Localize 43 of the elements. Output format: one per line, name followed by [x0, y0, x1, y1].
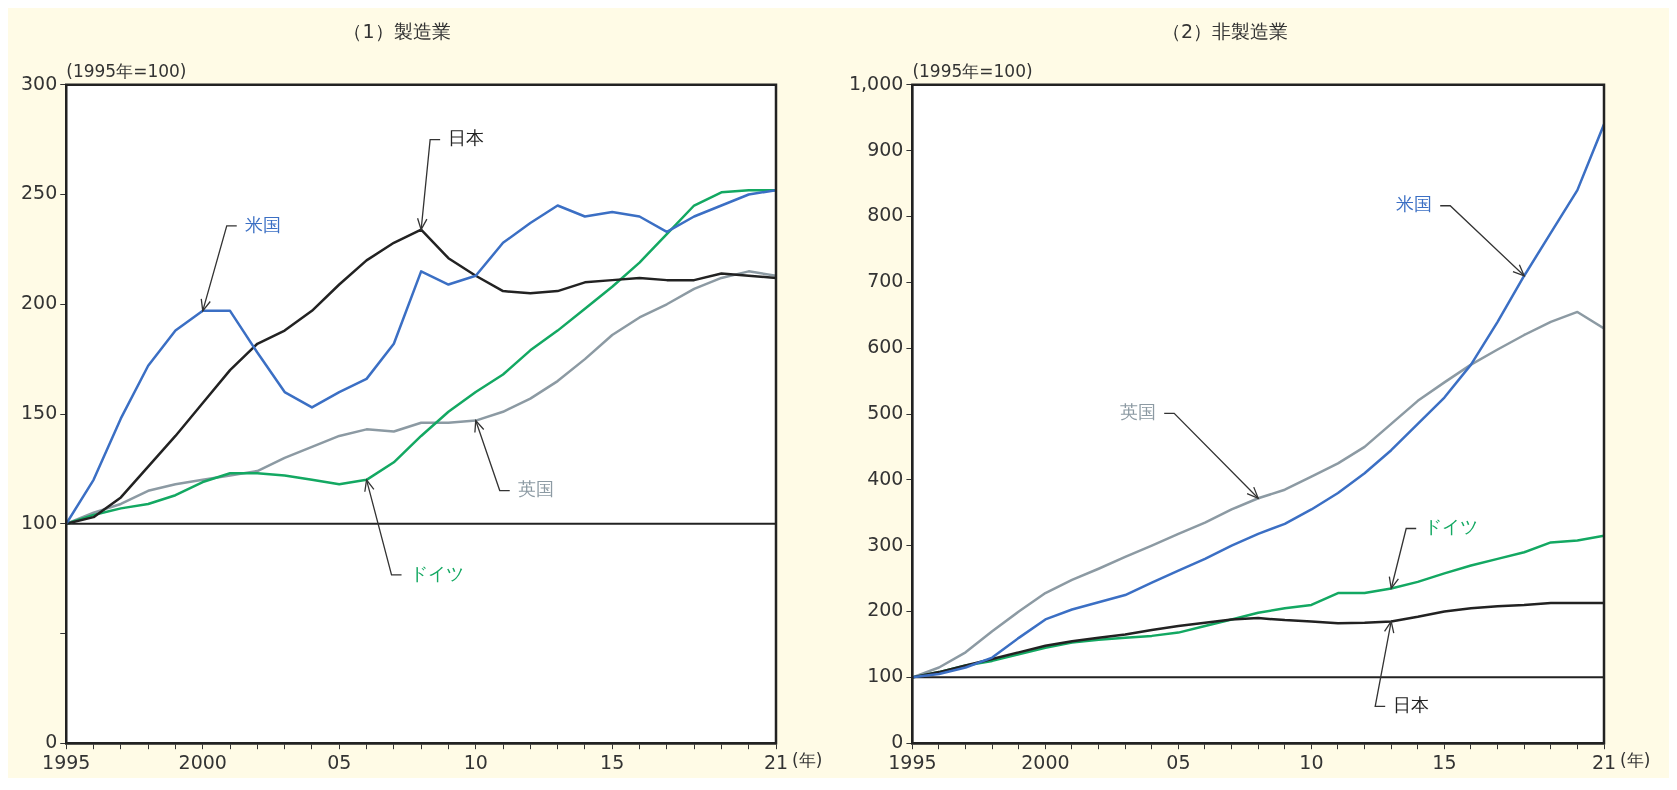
x-tick-label: 1995	[42, 750, 91, 773]
text: 日本	[448, 127, 485, 149]
x-tick-label: 1995	[888, 750, 937, 773]
y-tick-label: 700	[867, 269, 904, 292]
chart-title: （2）非製造業	[1161, 20, 1289, 43]
y-tick-label: 0	[45, 730, 58, 753]
y-axis-title: (1995年=100)	[912, 60, 1033, 81]
x-tick-label: 21	[1591, 750, 1617, 773]
y-tick-label: 300	[867, 532, 904, 555]
y-tick-label: 400	[867, 466, 904, 489]
y-tick-label: 100	[867, 664, 904, 687]
text: 英国	[1120, 400, 1157, 422]
x-tick-label: 10	[463, 750, 488, 773]
y-tick-label: 300	[21, 71, 58, 94]
chart-title: （1）製造業	[343, 20, 451, 43]
text: 英国	[517, 478, 554, 500]
y-tick-label: 150	[21, 400, 58, 423]
y-tick-label: 0	[891, 730, 904, 753]
y-tick-label: 900	[867, 137, 904, 160]
text: 日本	[1393, 694, 1430, 716]
y-axis-title: (1995年=100)	[66, 60, 187, 81]
x-tick-label: 05	[327, 750, 352, 773]
y-tick-label: 800	[867, 203, 904, 226]
x-tick-label: 15	[1432, 750, 1457, 773]
x-tick-label: 2000	[1021, 750, 1070, 773]
text: ドイツ	[409, 562, 464, 584]
text: 米国	[244, 213, 281, 235]
y-tick-label: 200	[21, 291, 58, 314]
x-tick-label: 10	[1299, 750, 1324, 773]
x-axis-title: (年)	[1620, 750, 1651, 771]
y-tick-label: 100	[21, 510, 58, 533]
y-tick-label: 600	[867, 335, 904, 358]
x-tick-label: 05	[1166, 750, 1191, 773]
y-tick-label: 200	[867, 598, 904, 621]
y-tick-label: 250	[21, 181, 58, 204]
text: 米国	[1396, 193, 1433, 215]
y-tick-label: 1,000	[848, 71, 904, 94]
y-tick-label: 500	[867, 400, 904, 423]
x-tick-label: 2000	[178, 750, 227, 773]
x-tick-label: 21	[763, 750, 789, 773]
x-axis-title: (年)	[792, 750, 823, 771]
series-label: ドイツ	[1424, 516, 1479, 538]
x-tick-label: 15	[600, 750, 625, 773]
